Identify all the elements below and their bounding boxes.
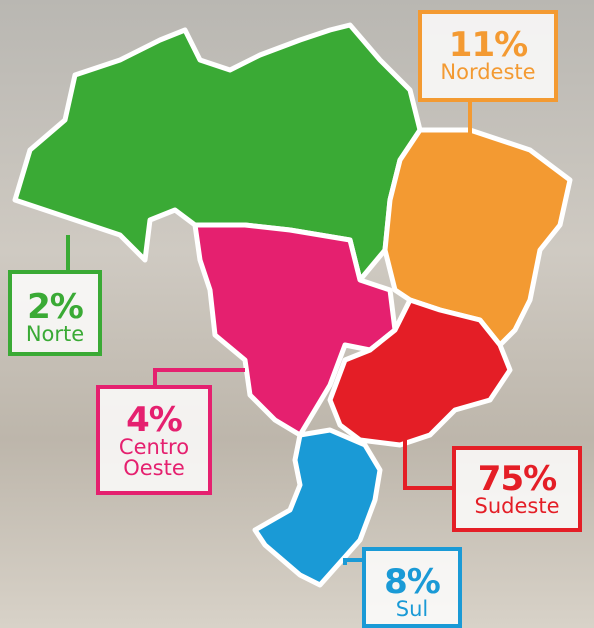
region-centro-oeste	[192, 222, 398, 438]
region-name: Sudeste	[474, 494, 560, 518]
percent: 75%	[477, 459, 557, 499]
region-name: Norte	[25, 322, 85, 346]
leader-sul	[343, 558, 364, 565]
label-box: 75% Sudeste	[452, 446, 582, 532]
label-box: 8% Sul	[362, 547, 462, 628]
region-name: Centro Oeste	[118, 435, 190, 480]
label-box: 4% Centro Oeste	[96, 385, 212, 495]
region-name: Nordeste	[440, 60, 536, 84]
label-box: 11% Nordeste	[418, 10, 558, 102]
region-norte	[12, 22, 423, 283]
leader-centro-oeste	[153, 368, 245, 387]
region-nordeste	[382, 127, 573, 348]
label-box: 2% Norte	[8, 270, 102, 356]
region-sudeste	[327, 297, 513, 448]
percent: 11%	[448, 25, 528, 65]
leader-sudeste	[403, 440, 454, 490]
percent: 2%	[27, 287, 84, 327]
percent: 8%	[384, 562, 441, 602]
region-sul	[252, 427, 383, 588]
region-name: Sul	[395, 597, 429, 621]
percent: 4%	[126, 400, 183, 440]
